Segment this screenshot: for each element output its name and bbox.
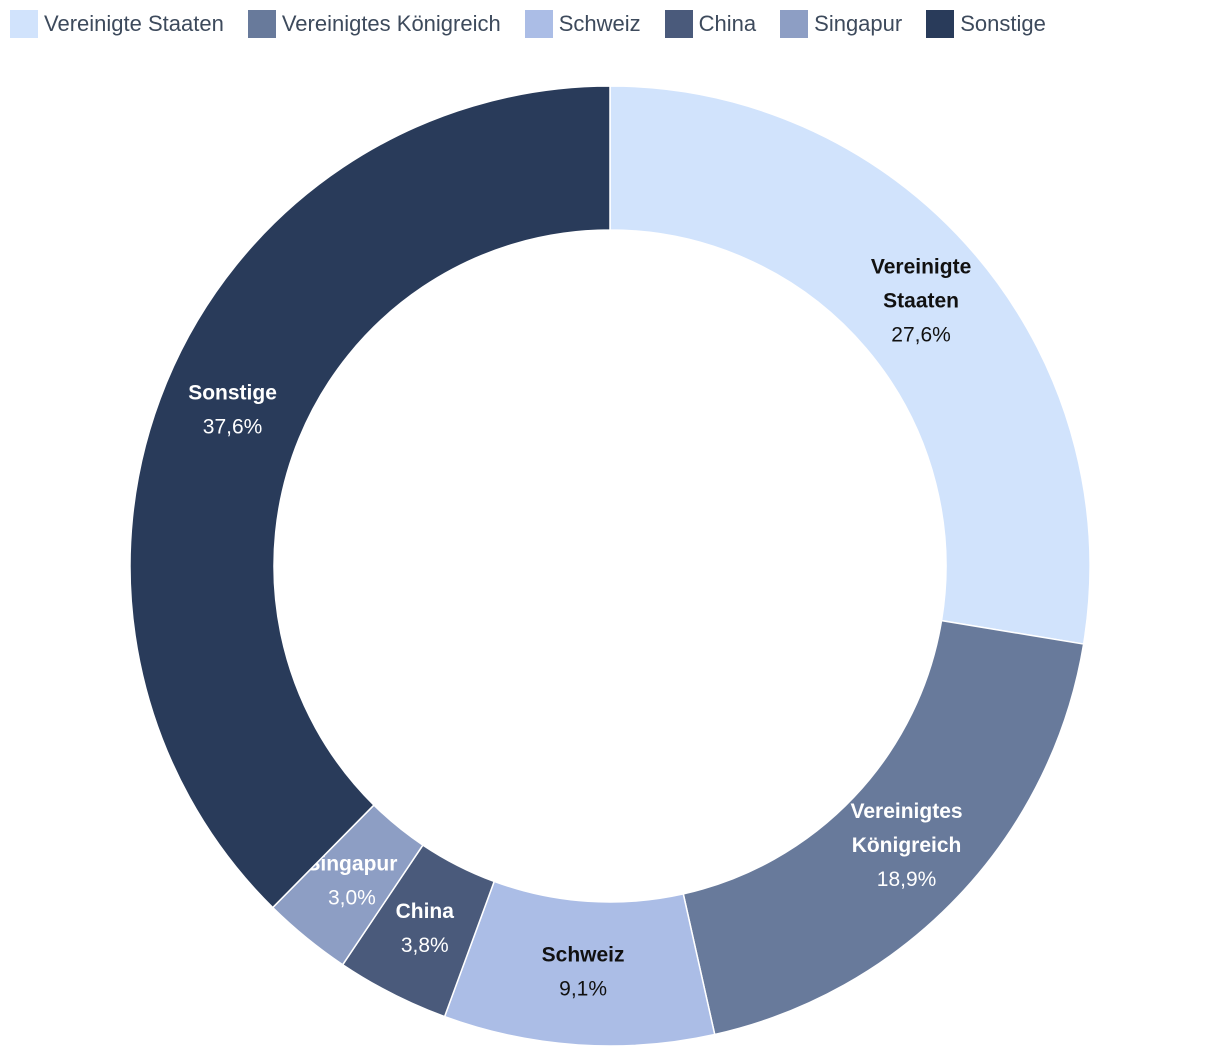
legend-label: Singapur [814,11,903,36]
legend-swatch [926,10,955,38]
slice-label: Schweiz 9,1% [542,944,625,1001]
donut-slice[interactable] [609,85,1091,645]
slice-value: 3,8% [401,934,449,957]
slice-name: Sonstige [188,382,277,405]
legend-item[interactable]: Vereinigtes Königreich [247,10,501,38]
slice-value: 37,6% [203,416,263,439]
legend-swatch [247,10,276,38]
slice-label: China 3,8% [396,900,455,957]
chart-legend: Vereinigte Staaten Vereinigtes Königreich… [10,10,1070,38]
legend-label: Schweiz [558,11,641,36]
slice-name: Vereinigtes [851,800,963,823]
legend-label: China [698,11,757,36]
donut-slice[interactable] [682,619,1085,1036]
slice-name: Schweiz [542,944,625,967]
legend-label: Sonstige [960,11,1046,36]
legend-swatch [780,10,809,38]
legend-item[interactable]: Schweiz [524,10,641,38]
donut-slice[interactable] [129,85,611,909]
slice-name: Staaten [883,290,959,313]
slice-name: China [396,900,455,923]
slice-name: Singapur [306,853,397,876]
slice-value: 3,0% [328,887,376,910]
legend-swatch [10,10,38,38]
legend-swatch [524,10,553,38]
slice-label: Vereinigte Staaten 27,6% [871,256,971,347]
legend-item[interactable]: Sonstige [926,10,1046,38]
legend-item[interactable]: China [664,10,757,38]
slice-value: 9,1% [559,978,607,1001]
slice-label: Sonstige 37,6% [188,382,277,439]
legend-label: Vereinigte Staaten [44,11,224,36]
legend-swatch [664,10,693,38]
slice-name: Vereinigte [871,256,971,279]
slice-value: 27,6% [891,324,951,347]
slice-label: Vereinigtes Königreich 18,9% [851,800,963,891]
slice-label: Singapur 3,0% [306,853,397,910]
legend-item[interactable]: Singapur [780,10,902,38]
legend-item[interactable]: Vereinigte Staaten [10,10,224,38]
legend-label: Vereinigtes Königreich [281,11,501,36]
slice-value: 18,9% [877,868,937,891]
slice-name: Königreich [852,834,962,857]
